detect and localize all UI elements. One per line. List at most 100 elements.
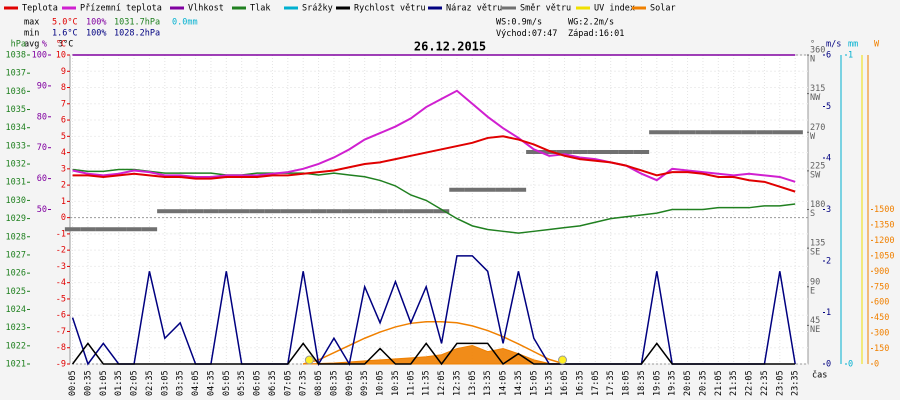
y-tick-label: 90 bbox=[37, 81, 47, 91]
stat: 1028.2hPa bbox=[114, 29, 160, 39]
stat: 1.6°C bbox=[52, 29, 78, 39]
direction-mark bbox=[372, 209, 388, 214]
y-tick-label: 1021 bbox=[6, 360, 26, 370]
direction-mark bbox=[295, 209, 311, 214]
y-tick-label: E bbox=[810, 286, 815, 296]
direction-mark bbox=[710, 130, 726, 135]
y-tick-label: 90 bbox=[810, 277, 820, 287]
axis-unit: hPa bbox=[11, 40, 26, 50]
y-tick-label: 1500 bbox=[874, 205, 894, 215]
direction-mark bbox=[403, 209, 419, 214]
y-tick-label: 8 bbox=[61, 83, 66, 93]
stat-label: max bbox=[24, 18, 39, 28]
x-tick-label: 20:05 bbox=[683, 370, 693, 396]
x-tick-label: 03:35 bbox=[176, 370, 186, 396]
y-tick-label: 315 bbox=[810, 84, 825, 94]
legend-label: Náraz větru bbox=[446, 4, 502, 14]
x-tick-label: 12:35 bbox=[452, 370, 462, 396]
x-tick-label: 01:35 bbox=[114, 370, 124, 396]
stat: 5.0°C bbox=[52, 18, 78, 28]
y-tick-label: 9 bbox=[61, 67, 66, 77]
y-tick-label: 0 bbox=[826, 360, 831, 370]
direction-mark bbox=[172, 209, 188, 214]
y-tick-label: 1022 bbox=[6, 341, 26, 351]
x-tick-label: 15:35 bbox=[545, 370, 555, 396]
y-tick-label: 1037 bbox=[6, 69, 26, 79]
x-tick-label: 17:35 bbox=[606, 370, 616, 396]
y-tick-label: 5 bbox=[826, 102, 831, 112]
y-tick-label: 1031 bbox=[6, 178, 26, 188]
sun-marker bbox=[558, 355, 568, 365]
x-tick-label: 22:05 bbox=[745, 370, 755, 396]
x-tick-label: 07:05 bbox=[283, 370, 293, 396]
stat: 100% bbox=[86, 18, 106, 28]
direction-mark bbox=[418, 209, 434, 214]
x-tick-label: 07:35 bbox=[299, 370, 309, 396]
direction-mark bbox=[587, 149, 603, 154]
y-tick-label: S bbox=[810, 209, 815, 219]
y-tick-label: SW bbox=[810, 170, 821, 180]
direction-mark bbox=[218, 209, 234, 214]
x-tick-label: 12:05 bbox=[437, 370, 447, 396]
y-tick-label: -1 bbox=[56, 229, 66, 239]
x-tick-label: 10:05 bbox=[376, 370, 386, 396]
series-line bbox=[72, 135, 796, 193]
x-tick-label: 05:35 bbox=[237, 370, 247, 396]
direction-mark bbox=[64, 227, 81, 232]
x-tick-label: 00:35 bbox=[83, 370, 93, 396]
direction-mark bbox=[510, 187, 527, 192]
y-tick-label: 1025 bbox=[6, 287, 26, 297]
stat: 100% bbox=[86, 29, 106, 39]
y-tick-label: 225 bbox=[810, 161, 825, 171]
y-tick-label: 1023 bbox=[6, 323, 26, 333]
direction-mark bbox=[187, 209, 204, 214]
x-tick-label: 21:35 bbox=[729, 370, 739, 396]
stat: Východ:07:47 bbox=[496, 29, 557, 39]
y-tick-label: -9 bbox=[56, 360, 66, 370]
y-tick-label: 900 bbox=[874, 267, 889, 277]
y-tick-label: 1026 bbox=[6, 269, 26, 279]
series-line bbox=[72, 89, 796, 183]
y-tick-label: 1034 bbox=[6, 123, 26, 133]
y-tick-label: -6 bbox=[56, 311, 66, 321]
y-tick-label: -2 bbox=[56, 246, 66, 256]
y-tick-label: 60 bbox=[37, 174, 47, 184]
direction-mark bbox=[95, 227, 111, 232]
x-tick-label: 04:35 bbox=[206, 370, 216, 396]
y-tick-label: 270 bbox=[810, 123, 825, 133]
legend-label: Rychlost větru bbox=[354, 4, 426, 14]
y-tick-label: 1350 bbox=[874, 220, 894, 230]
x-tick-label: 04:05 bbox=[191, 370, 201, 396]
stat: 07:47 bbox=[532, 29, 558, 39]
direction-mark bbox=[679, 130, 696, 135]
direction-mark bbox=[556, 149, 573, 154]
direction-mark bbox=[495, 187, 511, 192]
stat-label: Západ: bbox=[568, 29, 599, 39]
stat: WS:0.9m/s bbox=[496, 18, 542, 28]
y-tick-label: 1030 bbox=[6, 196, 26, 206]
series-line bbox=[71, 342, 796, 366]
direction-mark bbox=[787, 130, 803, 135]
direction-mark bbox=[326, 209, 342, 214]
x-tick-label: 21:05 bbox=[714, 370, 724, 396]
x-tick-label: 11:35 bbox=[422, 370, 432, 396]
y-tick-label: 600 bbox=[874, 298, 889, 308]
x-tick-label: 09:35 bbox=[360, 370, 370, 396]
x-tick-label: 19:35 bbox=[668, 370, 678, 396]
y-tick-label: 1028 bbox=[6, 232, 26, 242]
direction-mark bbox=[280, 209, 296, 214]
x-tick-label: 02:35 bbox=[145, 370, 155, 396]
x-tick-label: 14:35 bbox=[514, 370, 524, 396]
x-tick-label: 00:05 bbox=[68, 370, 78, 396]
legend-label: UV index bbox=[594, 4, 635, 14]
x-tick-label: 15:05 bbox=[529, 370, 539, 396]
x-tick-label: 05:05 bbox=[222, 370, 232, 396]
x-tick-label: 08:35 bbox=[329, 370, 339, 396]
y-tick-label: 80 bbox=[37, 112, 47, 122]
x-tick-label: 13:35 bbox=[483, 370, 493, 396]
y-tick-label: SE bbox=[810, 248, 820, 258]
y-tick-label: 135 bbox=[810, 239, 825, 249]
y-tick-label: 2 bbox=[61, 181, 66, 191]
y-tick-label: 10 bbox=[56, 51, 66, 61]
x-tick-label: 14:05 bbox=[499, 370, 509, 396]
